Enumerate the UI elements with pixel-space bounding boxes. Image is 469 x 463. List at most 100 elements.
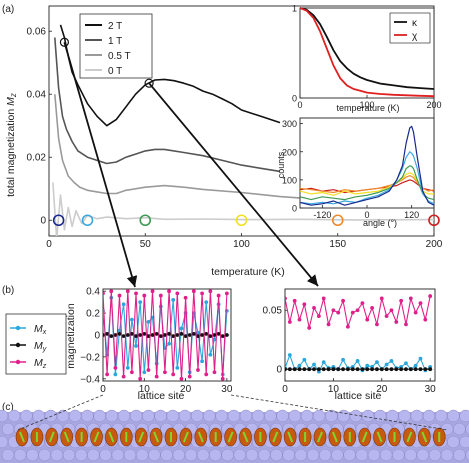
magnetization-point <box>418 301 423 306</box>
y-tick-label: −0.2 <box>80 352 100 363</box>
magnetization-point <box>121 374 126 379</box>
series-group <box>103 289 229 381</box>
magnetization-point <box>307 326 312 330</box>
series-line-0.5T <box>54 94 434 205</box>
magnetization-point <box>428 294 433 298</box>
magnetization-point <box>113 333 118 337</box>
magnetization-point <box>125 333 130 337</box>
panel-b-left-ylabel: magnetization <box>65 303 77 369</box>
temperature-marker-0 <box>52 214 65 227</box>
spin-arrow <box>182 431 189 443</box>
inset-bottom-plot: -120 0 120 0 100 200 300 <box>282 117 435 220</box>
magnetization-point <box>212 370 217 375</box>
substrate-atom <box>331 448 344 462</box>
magnetization-point <box>171 372 176 377</box>
x-tick-label: 50 <box>140 239 152 250</box>
x-tick-label: 200 <box>426 100 441 110</box>
connector-lines <box>17 41 449 431</box>
magnetization-point <box>365 367 370 372</box>
magnetization-point <box>375 322 379 327</box>
y-tick-label: 0 <box>276 365 282 376</box>
magnetization-point <box>375 367 379 372</box>
magnetization-point <box>418 367 423 372</box>
panel-a-xlabel: temperature (K) <box>211 266 285 278</box>
legend-label: 0 T <box>108 66 122 77</box>
substrate-atom <box>251 409 265 423</box>
x-tick-label: 30 <box>425 384 437 395</box>
inset-bottom-ylabel: counts <box>276 151 286 178</box>
spin-arrow <box>48 431 55 443</box>
magnetization-point <box>292 298 297 303</box>
magnetization-point <box>312 367 316 372</box>
y-tick-label: 0.4 <box>86 287 100 298</box>
magnetization-point <box>297 367 302 372</box>
temperature-marker-1 <box>81 214 94 227</box>
magnetization-point <box>208 289 213 294</box>
magnetization-point <box>404 361 408 366</box>
substrate-atom <box>459 409 469 423</box>
magnetization-point <box>321 360 326 365</box>
magnetization-point <box>302 302 307 307</box>
highlight-circle-1 <box>144 78 154 88</box>
series-line-1T <box>54 37 281 173</box>
y-tick-label: 200 <box>282 147 297 157</box>
x-tick-label: 150 <box>329 239 346 250</box>
spin-arrow <box>317 431 323 443</box>
x-tick-label: 120 <box>404 210 419 220</box>
magnetization-point <box>208 352 213 357</box>
magnetization-point <box>212 333 217 337</box>
magnetization-point <box>404 322 408 327</box>
magnetization-point <box>146 368 151 372</box>
angle-distribution-line <box>299 165 435 201</box>
magnetization-point <box>158 293 163 298</box>
magnetization-point <box>346 367 350 372</box>
substrate-atom <box>160 448 173 462</box>
magnetization-point <box>399 367 404 372</box>
magnetization-point <box>360 367 365 372</box>
inset-legend-label: κ <box>412 18 418 29</box>
magnetization-point <box>212 337 217 342</box>
magnetization-point <box>355 308 360 313</box>
spin-arrow <box>406 431 413 443</box>
x-tick-label: 0 <box>282 384 288 395</box>
magnetization-point <box>287 320 292 324</box>
magnetization-point <box>179 326 184 331</box>
magnetization-point <box>379 296 384 301</box>
spin-arrow <box>242 431 249 443</box>
substrate-atom <box>123 448 137 462</box>
magnetization-point <box>154 332 159 336</box>
magnetization-point <box>418 356 423 361</box>
spin-arrow <box>108 431 115 443</box>
magnetization-point <box>208 334 213 338</box>
magnetization-point <box>103 291 105 296</box>
magnetization-point <box>321 296 326 301</box>
magnetization-point <box>105 372 110 377</box>
magnetization-point <box>175 291 180 296</box>
substrate-atom <box>105 409 119 423</box>
x-tick-label: 0 <box>297 100 302 110</box>
magnetization-point <box>204 332 209 336</box>
magnetization-point <box>404 367 408 372</box>
substrate-atom <box>74 448 88 462</box>
substrate-atom <box>142 409 155 423</box>
substrate-atom <box>440 448 454 462</box>
substrate-atom <box>93 409 106 423</box>
substrate-atom <box>318 448 332 462</box>
magnetization-point <box>130 317 134 322</box>
magnetization-point <box>365 317 370 322</box>
magnetization-point <box>336 310 341 315</box>
substrate-atom <box>38 448 51 462</box>
magnetization-point <box>321 367 326 372</box>
x-tick-label: 200 <box>426 239 443 250</box>
magnetization-point <box>167 341 171 346</box>
x-tick-label: 100 <box>359 100 374 110</box>
spin-arrow <box>93 431 100 443</box>
magnetization-point <box>191 289 196 294</box>
magnetization-point <box>196 334 200 338</box>
legend-mx: Mx <box>34 323 47 336</box>
substrate-atom <box>465 423 469 435</box>
magnetization-point <box>341 357 345 362</box>
magnetization-point <box>408 296 413 301</box>
substrate-atom <box>282 448 295 462</box>
legend-mz: Mz <box>34 357 47 370</box>
